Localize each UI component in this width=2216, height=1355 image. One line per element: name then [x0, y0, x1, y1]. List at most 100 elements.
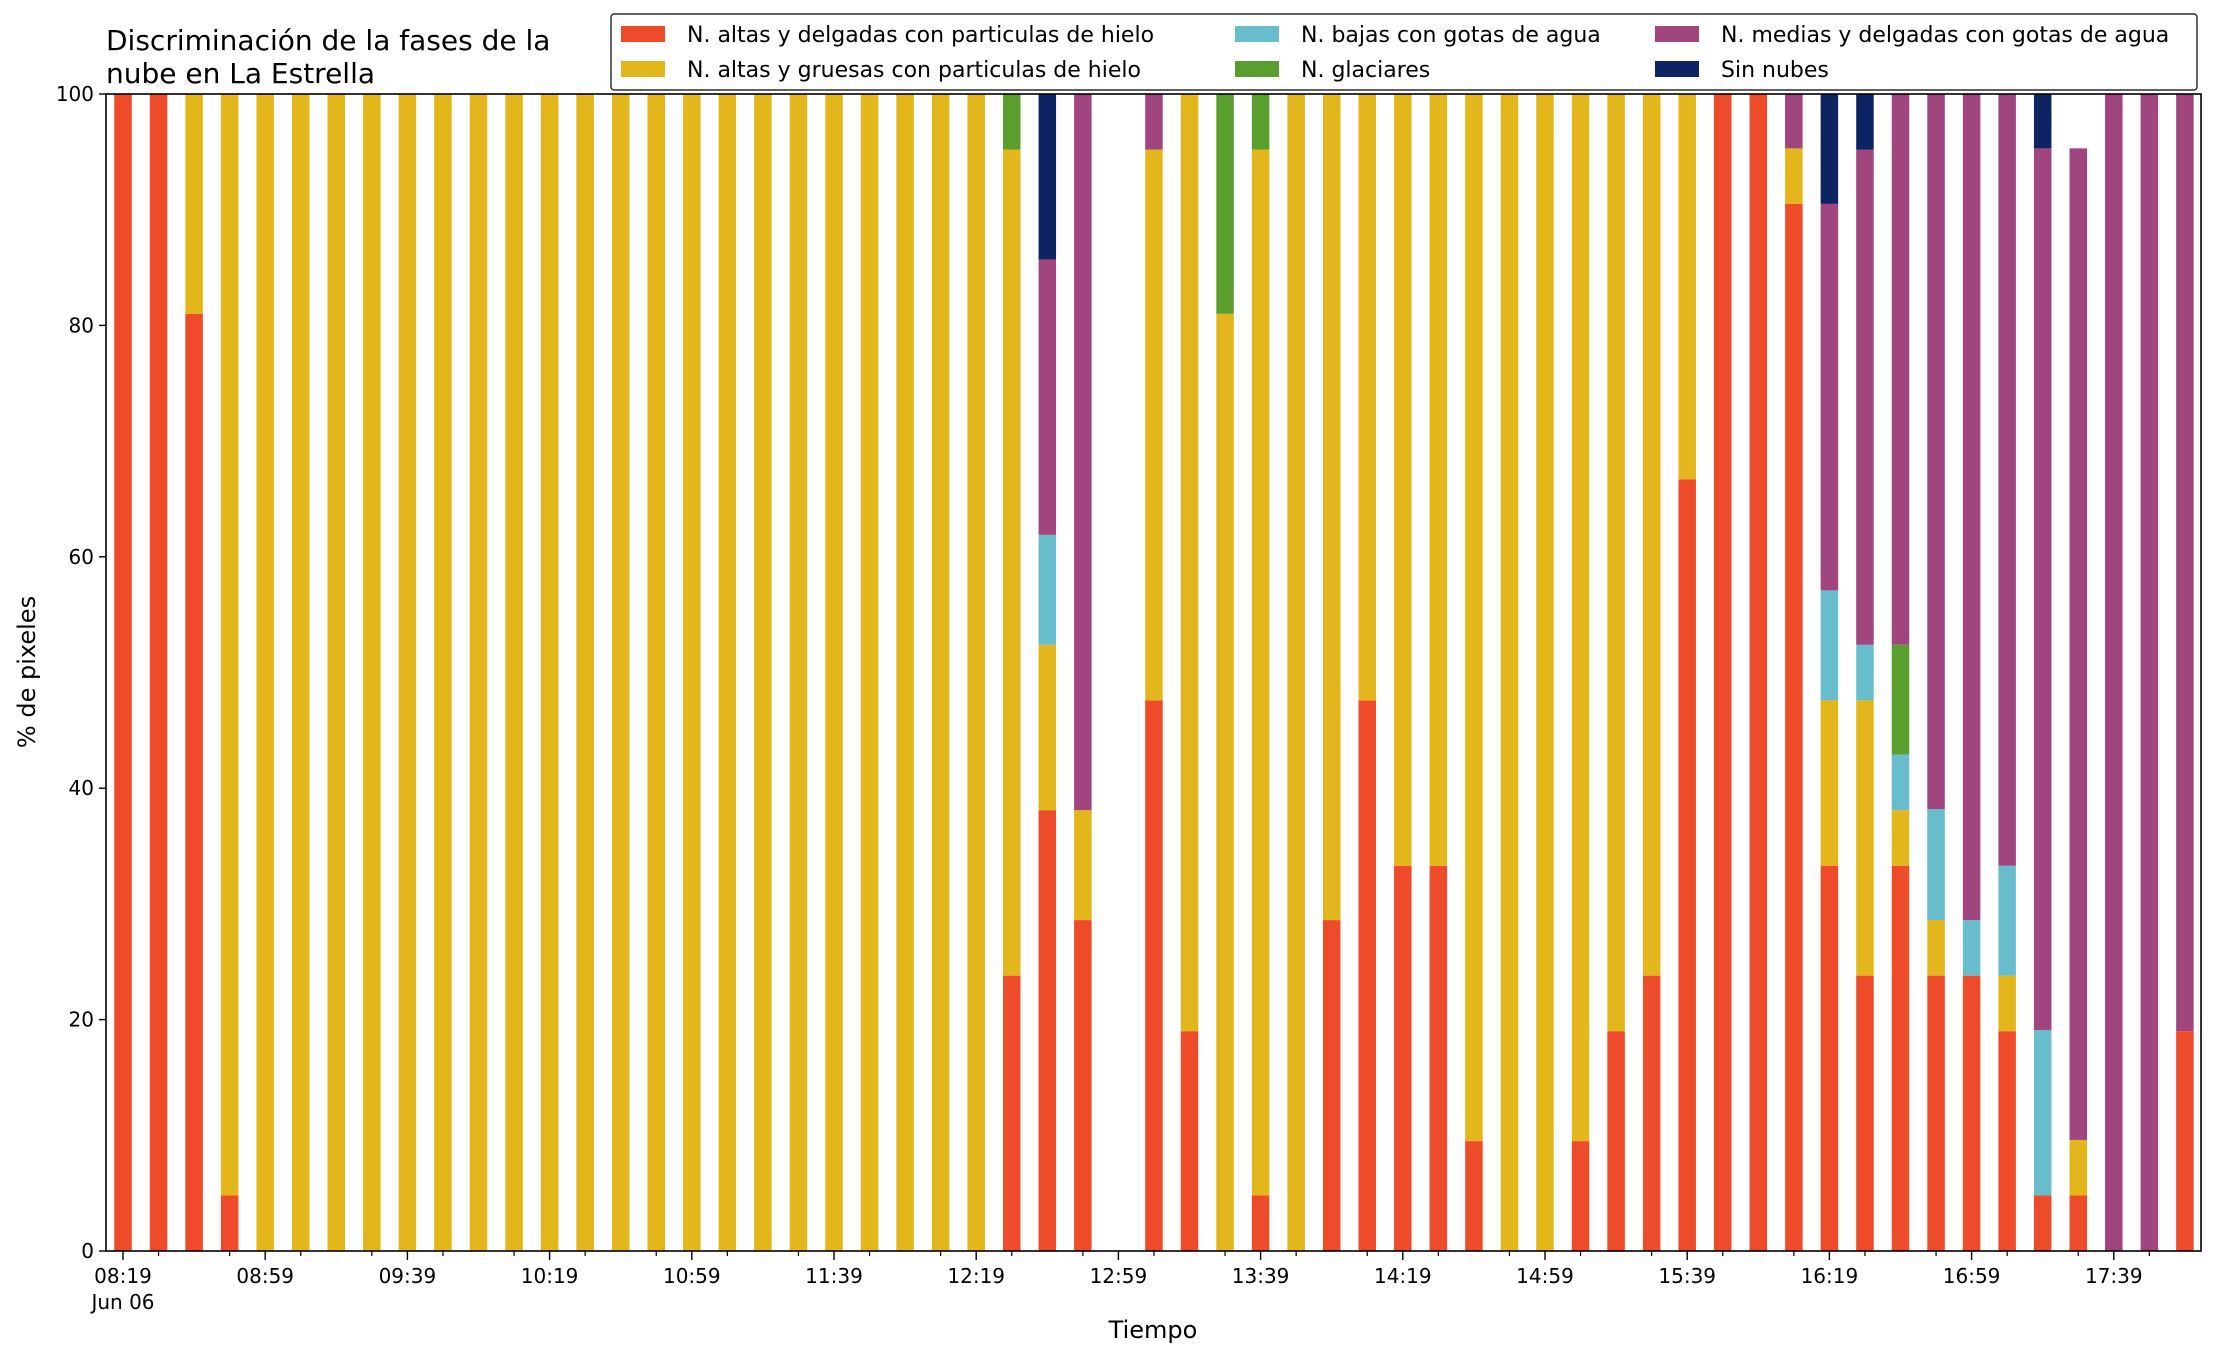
bar-segment — [1891, 754, 1910, 811]
bar-segment — [220, 1195, 239, 1251]
bar-segment — [1607, 94, 1625, 1032]
x-tick-label: 11:39 — [805, 1264, 863, 1288]
bar-segment — [1891, 810, 1910, 866]
bar-segment — [1216, 94, 1234, 314]
bar-segment — [1785, 148, 1803, 204]
bar-segment — [825, 94, 843, 1251]
legend-label: N. bajas con gotas de agua — [1301, 23, 1601, 48]
bar-segment — [1962, 975, 1981, 1251]
bar-segment — [1429, 865, 1448, 1251]
bar-segment — [1785, 203, 1803, 1251]
bar-segment — [1074, 94, 1092, 811]
bar-segment — [611, 94, 630, 1251]
chart-title: Discriminación de la fases de la nube en… — [106, 24, 550, 90]
x-tick-label: 13:39 — [1232, 1264, 1290, 1288]
bar-segment — [1216, 313, 1234, 1252]
x-tick-label: Jun 06 — [89, 1290, 154, 1314]
y-tick-label: 60 — [69, 545, 94, 569]
bar-segment — [1571, 94, 1590, 1142]
legend-swatch — [621, 61, 665, 77]
bar-segment — [1714, 94, 1732, 1251]
bar-segment — [1927, 94, 1945, 810]
legend-label: N. medias y delgadas con gotas de agua — [1721, 23, 2169, 48]
chart-title-line-1: Discriminación de la fases de la — [106, 24, 550, 57]
bar-segment — [1749, 94, 1768, 1251]
bar-segment — [1927, 920, 1945, 976]
bar-segment — [2069, 148, 2087, 1140]
bar-segment — [1251, 1195, 1270, 1251]
bar-segment — [1571, 1141, 1590, 1251]
bar-segment — [2033, 1195, 2052, 1251]
bar-segment — [1927, 975, 1945, 1251]
bar-segment — [576, 94, 594, 1251]
bar-segment — [2033, 148, 2052, 1031]
y-tick-label: 80 — [69, 313, 94, 337]
bar-segment — [1998, 975, 2016, 1032]
bar-segment — [185, 313, 203, 1252]
bar-segment — [1856, 94, 1874, 150]
x-tick-label: 10:59 — [663, 1264, 721, 1288]
chart-title-line-2: nube en La Estrella — [106, 57, 375, 90]
x-tick-label: 16:59 — [1943, 1264, 2001, 1288]
x-tick-label: 12:19 — [947, 1264, 1005, 1288]
bar-segment — [647, 94, 665, 1251]
bar-segment — [2176, 1031, 2194, 1251]
bar-segment — [1180, 94, 1199, 1032]
bar-segment — [1998, 1031, 2016, 1251]
bar-segment — [1642, 94, 1661, 976]
bar-segment — [789, 94, 808, 1251]
bar-segment — [1038, 644, 1057, 811]
bar-segment — [1891, 94, 1910, 645]
bar-segment — [2105, 94, 2123, 1251]
bar-segment — [2033, 1030, 2052, 1196]
x-axis-label: Tiempo — [1108, 1316, 1198, 1344]
x-tick-label: 17:39 — [2085, 1264, 2143, 1288]
legend-label: Sin nubes — [1721, 58, 1829, 83]
legend-label: N. altas y gruesas con particulas de hie… — [687, 58, 1141, 83]
bar-segment — [1180, 1031, 1199, 1251]
bar-segment — [434, 94, 452, 1251]
bar-segment — [1465, 1141, 1483, 1251]
bar-segment — [1856, 700, 1874, 976]
y-tick-label: 40 — [69, 776, 94, 800]
bar-segment — [1856, 644, 1874, 701]
bar-segment — [1145, 149, 1163, 701]
legend-box — [610, 13, 2198, 91]
bar-segment — [1038, 259, 1057, 535]
bar-segment — [1891, 865, 1910, 1251]
legend-swatch — [1235, 26, 1279, 42]
bar-segment — [1145, 700, 1163, 1251]
bar-segment — [2069, 1195, 2087, 1251]
y-axis: 0 20 40 60 80 100 — [56, 82, 106, 1263]
bar-segment — [1820, 94, 1839, 204]
x-tick-label: 16:19 — [1801, 1264, 1859, 1288]
bar-segment — [469, 94, 488, 1251]
bar-segment — [1038, 810, 1057, 1251]
y-tick-label: 100 — [56, 82, 94, 106]
bar-segment — [1927, 809, 1945, 921]
bar-segment — [1642, 975, 1661, 1251]
bar-segment — [896, 94, 914, 1251]
y-tick-label: 0 — [81, 1239, 94, 1263]
bar-segment — [292, 94, 310, 1251]
bar-segment — [505, 94, 523, 1251]
bar-segment — [1322, 920, 1341, 1251]
bar-segment — [1287, 94, 1305, 1251]
bar-segment — [1074, 810, 1092, 921]
bar-segment — [718, 94, 737, 1251]
bar-segment — [1074, 920, 1092, 1251]
bar-segment — [1820, 203, 1839, 591]
bar-segment — [1038, 94, 1057, 260]
bar-segment — [114, 94, 132, 1251]
legend: N. altas y delgadas con particulas de hi… — [610, 13, 2198, 91]
bar-segment — [363, 94, 381, 1251]
x-tick-label: 14:19 — [1374, 1264, 1432, 1288]
bar-segment — [1500, 94, 1519, 1251]
bar-segment — [1251, 94, 1270, 150]
bar-segment — [149, 94, 168, 1251]
bar-segment — [1358, 94, 1376, 701]
bar-segment — [327, 94, 346, 1251]
bars — [114, 94, 2194, 1252]
